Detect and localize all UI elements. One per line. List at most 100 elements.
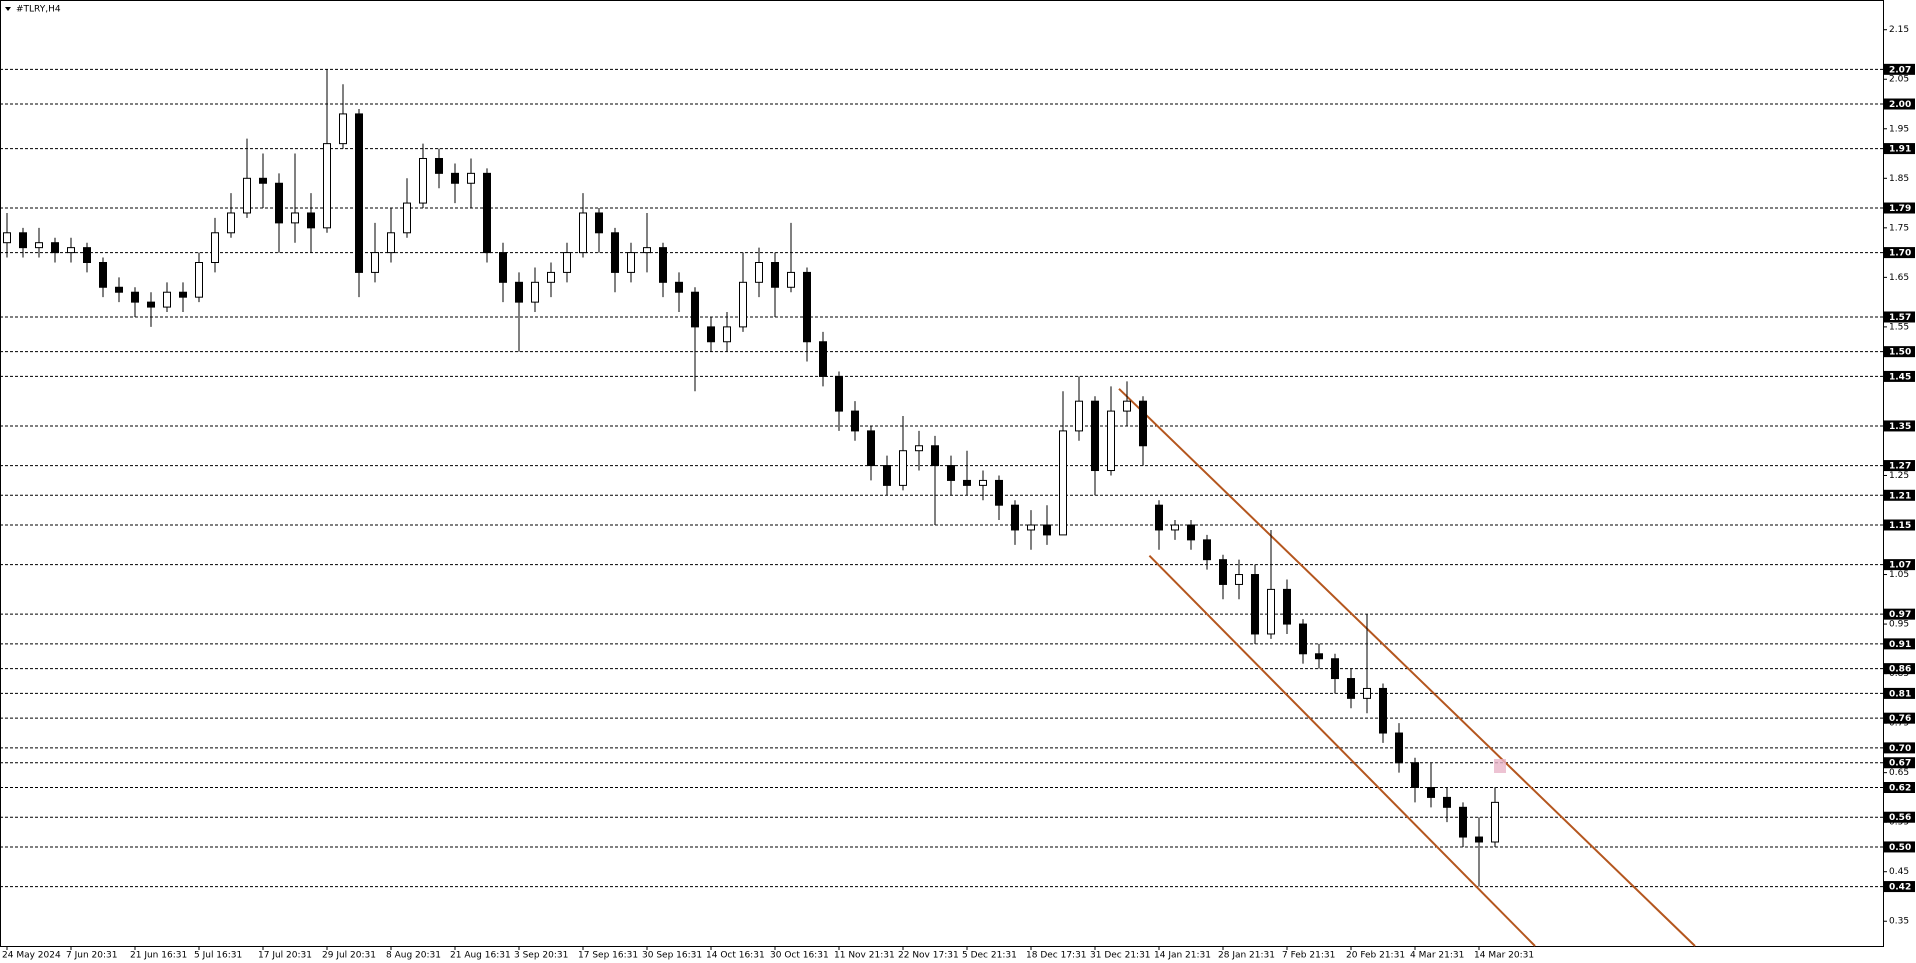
candle-body	[435, 157, 443, 174]
level-label: 0.76	[1889, 714, 1911, 724]
level-tag	[1884, 559, 1915, 571]
candle-body	[115, 286, 123, 293]
candle-body	[947, 465, 955, 481]
x-tick-label: 7 Jun 20:31	[66, 951, 117, 961]
y-tick-label: 0.95	[1889, 620, 1909, 630]
candle-body	[691, 291, 699, 328]
y-tick-label: 0.65	[1889, 768, 1909, 778]
candle-body	[1107, 410, 1115, 472]
level-tag	[1884, 687, 1915, 699]
level-tag	[1884, 202, 1915, 214]
menu-triangle[interactable]	[5, 7, 11, 11]
y-tick-label: 1.55	[1889, 322, 1909, 332]
level-tag	[1884, 311, 1915, 323]
y-tick-label: 1.95	[1889, 124, 1909, 134]
candle-body	[499, 252, 507, 283]
levels	[0, 68, 1883, 888]
level-label: 1.21	[1889, 491, 1911, 501]
candle-body	[1219, 559, 1227, 585]
candle-body	[963, 479, 971, 486]
candle-body	[1411, 762, 1419, 789]
candle-body	[803, 271, 811, 343]
y-tick-label: 0.35	[1889, 917, 1909, 927]
candle-body	[1235, 574, 1243, 585]
candle-body	[931, 445, 939, 467]
candle-body	[515, 281, 523, 303]
plot-frame	[0, 0, 1884, 947]
level-label: 0.67	[1889, 759, 1911, 769]
level-label: 0.81	[1889, 689, 1911, 699]
level-label: 0.50	[1889, 843, 1911, 853]
x-tick-label: 22 Nov 17:31	[898, 951, 959, 961]
candle-body	[451, 172, 459, 184]
candle-body	[979, 479, 987, 486]
level-label: 0.91	[1889, 640, 1911, 650]
candle-body	[419, 157, 427, 204]
y-tick-label: 1.85	[1889, 174, 1909, 184]
candle-body	[739, 281, 747, 328]
x-tick-label: 21 Jun 16:31	[130, 951, 187, 961]
y-tick-label: 1.65	[1889, 273, 1909, 283]
candle-body	[307, 212, 315, 229]
level-label: 1.57	[1889, 313, 1911, 323]
candle-body	[355, 113, 363, 273]
x-tick-label: 28 Jan 21:31	[1218, 951, 1275, 961]
candle-body	[275, 182, 283, 224]
level-tag	[1884, 63, 1915, 75]
chart-title: #TLRY,H4	[16, 5, 61, 15]
level-tag	[1884, 420, 1915, 432]
candle-body	[835, 375, 843, 412]
candle-body	[643, 247, 651, 254]
candle-body	[35, 242, 43, 249]
level-tag	[1884, 370, 1915, 382]
candle-body	[243, 177, 251, 214]
candle-body	[3, 232, 11, 244]
x-tick-label: 3 Sep 20:31	[514, 951, 568, 961]
level-tag	[1884, 489, 1915, 501]
candle-body	[1379, 687, 1387, 734]
level-tag	[1884, 519, 1915, 531]
candle-body	[787, 271, 795, 288]
candle-body	[1027, 524, 1035, 531]
level-tag	[1884, 143, 1915, 155]
x-tick-label: 11 Nov 21:31	[834, 951, 895, 961]
candle-body	[1315, 653, 1323, 660]
level-tag	[1884, 712, 1915, 724]
candle-body	[659, 247, 667, 283]
candle-body	[1011, 504, 1019, 531]
candle-body	[579, 212, 587, 254]
candle-body	[1251, 574, 1259, 635]
candle-body	[547, 271, 555, 283]
y-tick-label: 1.05	[1889, 570, 1909, 580]
y-tick-label: 0.45	[1889, 867, 1909, 877]
y-tick-label: 2.15	[1889, 25, 1909, 35]
level-tag	[1884, 841, 1915, 853]
candle-body	[595, 212, 603, 234]
candle-body	[1059, 430, 1067, 536]
candle-body	[195, 262, 203, 298]
level-label: 0.56	[1889, 813, 1911, 823]
candle-body	[851, 410, 859, 432]
candle-body	[483, 172, 491, 254]
candle-body	[675, 281, 683, 293]
level-label: 2.07	[1889, 65, 1911, 75]
x-tick-label: 29 Jul 20:31	[322, 951, 376, 961]
x-tick-label: 14 Oct 16:31	[706, 951, 765, 961]
level-label: 1.35	[1889, 422, 1911, 432]
y-tick-label: 1.25	[1889, 471, 1909, 481]
candle-body	[83, 247, 91, 264]
candle-body	[1331, 658, 1339, 680]
x-tick-label: 30 Oct 16:31	[770, 951, 829, 961]
candle-body	[1459, 806, 1467, 838]
candle-body	[1187, 524, 1195, 541]
x-tick-label: 24 May 2024	[2, 951, 61, 961]
candle-body	[883, 465, 891, 486]
candle-body	[819, 341, 827, 377]
candle-body	[531, 281, 539, 303]
candle-body	[1091, 400, 1099, 472]
candle-body	[611, 232, 619, 273]
candle-body	[99, 262, 107, 288]
x-tick-label: 30 Sep 16:31	[642, 951, 702, 961]
candle-body	[563, 252, 571, 273]
